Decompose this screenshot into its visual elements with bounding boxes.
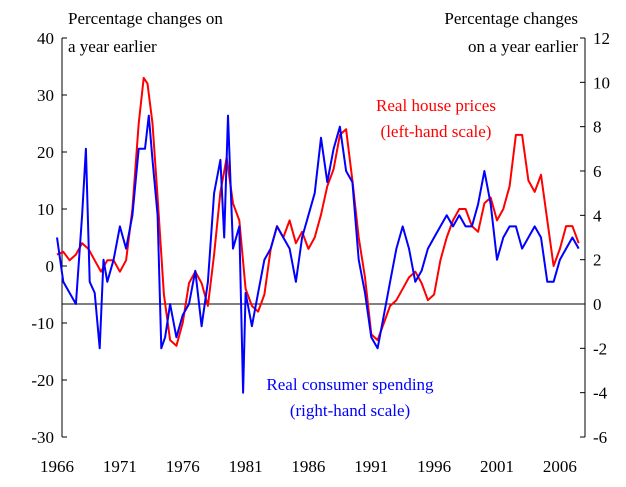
y-tick-label: 20 bbox=[37, 143, 54, 162]
x-tick-label: 1996 bbox=[417, 457, 451, 476]
x-tick-label: 1976 bbox=[166, 457, 200, 476]
series-note: (left-hand scale) bbox=[381, 122, 492, 141]
x-tick-label: 1991 bbox=[354, 457, 388, 476]
y2-tick-label: 4 bbox=[593, 206, 602, 225]
y2-axis-title: on a year earlier bbox=[468, 37, 578, 56]
series-line bbox=[56, 76, 580, 347]
y-tick-label: -10 bbox=[31, 314, 54, 333]
x-tick-label: 1966 bbox=[40, 457, 74, 476]
y2-tick-label: 6 bbox=[593, 162, 602, 181]
y2-tick-label: -2 bbox=[593, 339, 607, 358]
y-tick-label: -30 bbox=[31, 428, 54, 447]
y-tick-label: 30 bbox=[37, 86, 54, 105]
x-tick-label: 1971 bbox=[103, 457, 137, 476]
y2-tick-label: 8 bbox=[593, 118, 602, 137]
series-note: (right-hand scale) bbox=[290, 401, 410, 420]
y2-tick-label: -4 bbox=[593, 384, 608, 403]
y2-tick-label: 12 bbox=[593, 29, 610, 48]
y-tick-label: 10 bbox=[37, 200, 54, 219]
y2-axis-title: Percentage changes bbox=[444, 9, 578, 28]
y2-tick-label: 0 bbox=[593, 295, 602, 314]
y-tick-label: 0 bbox=[46, 257, 55, 276]
x-tick-label: 1981 bbox=[229, 457, 263, 476]
series-line bbox=[56, 114, 580, 394]
y-axis-title: a year earlier bbox=[68, 37, 157, 56]
series-label: Real house prices bbox=[376, 96, 496, 115]
y2-tick-label: 10 bbox=[593, 73, 610, 92]
y-tick-label: 40 bbox=[37, 29, 54, 48]
y2-tick-label: 2 bbox=[593, 251, 602, 270]
x-tick-label: 1986 bbox=[291, 457, 325, 476]
x-tick-label: 2001 bbox=[480, 457, 514, 476]
x-tick-label: 2006 bbox=[543, 457, 577, 476]
series-label: Real consumer spending bbox=[266, 375, 434, 394]
y-tick-label: -20 bbox=[31, 371, 54, 390]
y2-tick-label: -6 bbox=[593, 428, 607, 447]
y-axis-title: Percentage changes on bbox=[68, 9, 223, 28]
